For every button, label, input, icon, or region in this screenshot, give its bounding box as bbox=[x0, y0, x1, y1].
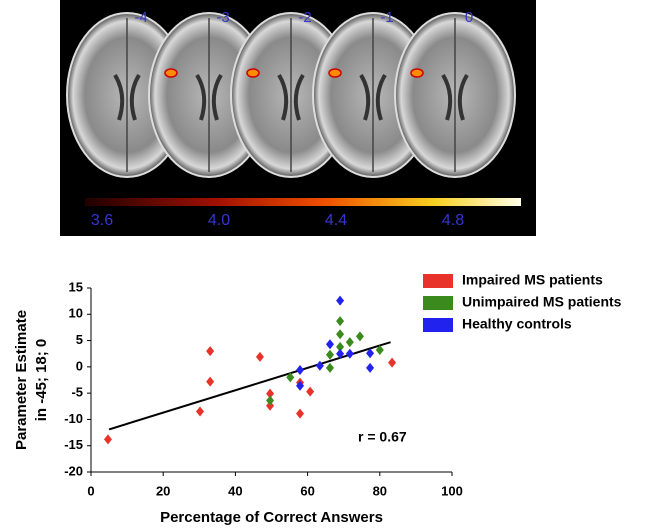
colorbar-label: 4.0 bbox=[208, 212, 230, 229]
point bbox=[326, 363, 334, 373]
slice-label: -2 bbox=[298, 9, 311, 26]
point bbox=[326, 350, 334, 360]
activation bbox=[411, 69, 423, 77]
colorbar-label: 3.6 bbox=[91, 212, 113, 229]
x-tick-label: 40 bbox=[228, 483, 242, 498]
legend-label: Healthy controls bbox=[462, 316, 572, 332]
point bbox=[206, 377, 214, 387]
y-tick-label: -15 bbox=[64, 437, 83, 452]
point bbox=[336, 329, 344, 339]
y-tick-label: 10 bbox=[69, 306, 83, 321]
point bbox=[206, 346, 214, 356]
activation bbox=[165, 69, 177, 77]
legend-swatch bbox=[423, 318, 453, 332]
point bbox=[196, 407, 204, 417]
legend-label: Impaired MS patients bbox=[462, 272, 603, 288]
slice-label: 0 bbox=[465, 9, 473, 26]
colorbar-label: 4.4 bbox=[325, 212, 347, 229]
point bbox=[356, 331, 364, 341]
point bbox=[366, 363, 374, 373]
colorbar-label: 4.8 bbox=[442, 212, 464, 229]
x-axis-title: Percentage of Correct Answers bbox=[160, 509, 383, 526]
y-tick-label: 15 bbox=[69, 279, 83, 294]
legend-label: Unimpaired MS patients bbox=[462, 294, 622, 310]
x-tick-label: 20 bbox=[156, 483, 170, 498]
activation bbox=[247, 69, 259, 77]
y-axis-title: Parameter Estimate bbox=[13, 310, 30, 450]
point bbox=[388, 358, 396, 368]
point bbox=[104, 434, 112, 444]
x-tick-label: 0 bbox=[87, 483, 94, 498]
point bbox=[296, 365, 304, 375]
x-tick-label: 100 bbox=[441, 483, 463, 498]
point bbox=[296, 409, 304, 419]
y-tick-label: 5 bbox=[76, 332, 83, 347]
slice-label: -4 bbox=[134, 9, 147, 26]
point bbox=[256, 352, 264, 362]
point bbox=[336, 316, 344, 326]
y-tick-label: -5 bbox=[71, 385, 83, 400]
x-tick-label: 60 bbox=[300, 483, 314, 498]
colorbar bbox=[85, 198, 521, 206]
slice-label: -3 bbox=[216, 9, 229, 26]
point bbox=[336, 296, 344, 306]
point bbox=[346, 349, 354, 359]
y-tick-label: -10 bbox=[64, 411, 83, 426]
point bbox=[326, 339, 334, 349]
x-tick-label: 80 bbox=[373, 483, 387, 498]
y-tick-label: -20 bbox=[64, 463, 83, 478]
y-axis-title: in -45; 18; 0 bbox=[33, 339, 50, 422]
point bbox=[346, 337, 354, 347]
slice-label: -1 bbox=[380, 9, 393, 26]
figure: -4-3-2-103.64.04.44.8-20-15-10-505101502… bbox=[0, 0, 646, 530]
point bbox=[266, 396, 274, 406]
point bbox=[306, 387, 314, 397]
activation bbox=[329, 69, 341, 77]
legend-swatch bbox=[423, 296, 453, 310]
y-tick-label: 0 bbox=[76, 358, 83, 373]
annotation: r = 0.67 bbox=[358, 429, 407, 445]
legend-swatch bbox=[423, 274, 453, 288]
